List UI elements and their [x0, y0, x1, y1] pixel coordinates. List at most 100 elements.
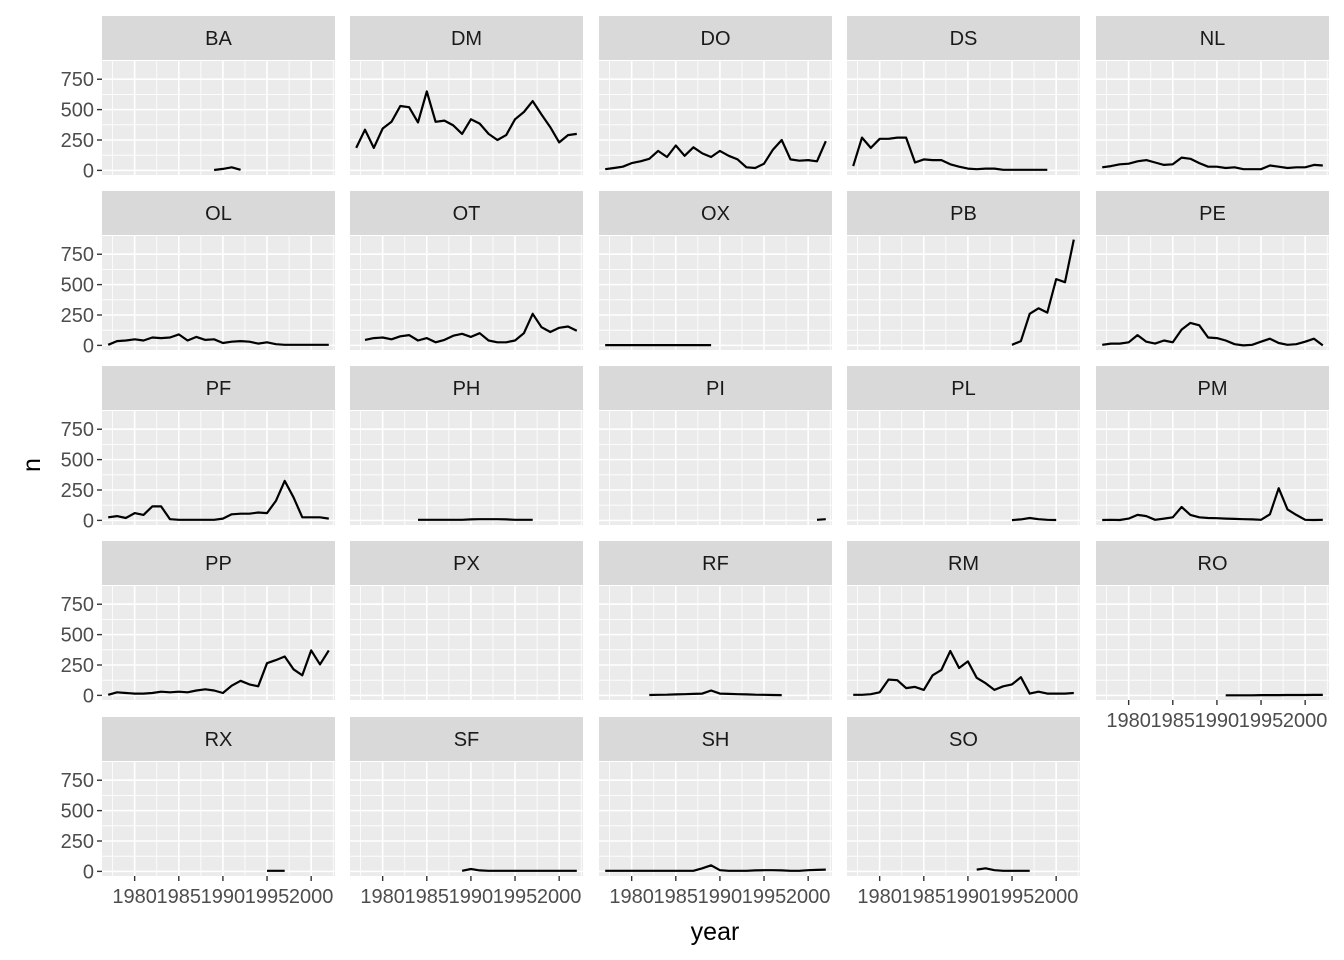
facet-panel-background — [102, 762, 335, 876]
facet-panel-background — [1096, 586, 1329, 700]
facet-sf: SF 1980 1985 1990 1995 2000 — [350, 717, 583, 908]
y-tick-label: 250 — [61, 130, 94, 152]
facet-panel-background — [847, 236, 1080, 350]
facet-strip-label: PL — [951, 378, 975, 400]
facet-panel-background — [847, 762, 1080, 876]
facet-strip-label: DS — [950, 28, 978, 50]
facet-pm: PM — [1096, 366, 1329, 525]
facet-strip — [599, 717, 832, 761]
facet-strip-label: PX — [453, 553, 480, 575]
facet-rm: RM — [847, 541, 1080, 700]
facet-strip — [350, 717, 583, 761]
series-line-rm — [853, 649, 1074, 696]
facet-strip — [102, 366, 335, 410]
facet-strip-label: SF — [454, 729, 480, 751]
series-line-pb — [1011, 239, 1075, 346]
facet-strip — [350, 191, 583, 235]
series-line-ds — [852, 136, 1048, 171]
y-tick-label: 250 — [61, 305, 94, 327]
facet-strip-label: PH — [453, 378, 481, 400]
facet-panel-background — [847, 411, 1080, 525]
y-tick-label: 500 — [61, 450, 94, 472]
facet-strip-label: OX — [701, 203, 730, 225]
facet-ba: BA 0 250 500 750 — [61, 16, 335, 182]
facet-rf: RF — [599, 541, 832, 700]
facet-panel-background — [1096, 61, 1329, 175]
x-axis-title: year — [691, 918, 740, 946]
facet-strip — [350, 16, 583, 60]
x-tick-label: 1995 — [990, 886, 1035, 908]
facet-nl: NL — [1096, 16, 1329, 175]
series-line-pf — [108, 479, 329, 521]
x-tick-label: 1985 — [405, 886, 450, 908]
x-tick-label: 2000 — [1034, 886, 1079, 908]
facet-strip — [1096, 191, 1329, 235]
x-tick-label: 2000 — [786, 886, 831, 908]
x-tick-label: 1980 — [1106, 710, 1151, 732]
x-tick-label: 1985 — [157, 886, 202, 908]
facet-panel-background — [1096, 411, 1329, 525]
facet-strip — [599, 541, 832, 585]
facet-strip — [1096, 366, 1329, 410]
y-axis-title: n — [18, 458, 46, 472]
facet-strip — [102, 717, 335, 761]
facet-ph: PH — [350, 366, 583, 525]
facet-strip — [1096, 541, 1329, 585]
facet-pl: PL — [847, 366, 1080, 525]
y-tick-label: 500 — [61, 625, 94, 647]
facet-panel-background — [599, 586, 832, 700]
facet-pe: PE — [1096, 191, 1329, 350]
facet-strip-label: OT — [453, 203, 481, 225]
facet-ds: DS — [847, 16, 1080, 175]
facet-strip-label: RF — [702, 553, 729, 575]
facet-do: DO — [599, 16, 832, 175]
series-line-pm — [1102, 487, 1323, 522]
series-line-ol — [107, 333, 329, 346]
facet-strip-label: RM — [948, 553, 979, 575]
series-line-ot — [364, 312, 578, 344]
x-tick-label: 1995 — [245, 886, 290, 908]
series-line-pp — [107, 649, 330, 696]
facet-strip-label: RO — [1198, 553, 1228, 575]
facet-panel-background — [102, 586, 335, 700]
facet-ro: RO 1980 1985 1990 1995 2000 — [1096, 541, 1329, 732]
facet-dm: DM — [350, 16, 583, 175]
x-tick-label: 1990 — [946, 886, 991, 908]
facet-strip — [102, 541, 335, 585]
facet-panel-background — [599, 61, 832, 175]
y-tick-label: 250 — [61, 831, 94, 853]
facet-panel-background — [102, 236, 335, 350]
x-tick-label: 1990 — [201, 886, 246, 908]
facet-strip — [599, 16, 832, 60]
facet-strip-label: DM — [451, 28, 482, 50]
series-line-nl — [1102, 156, 1323, 171]
x-tick-label: 1980 — [360, 886, 405, 908]
facet-strip — [599, 191, 832, 235]
series-line-pl — [1011, 516, 1057, 522]
facet-sh: SH 1980 1985 1990 1995 2000 — [599, 717, 832, 908]
series-line-rf — [649, 689, 782, 697]
facet-ot: OT — [350, 191, 583, 350]
facet-strip — [599, 366, 832, 410]
x-tick-label: 1990 — [449, 886, 494, 908]
facet-panel-background — [847, 61, 1080, 175]
y-tick-label: 0 — [83, 160, 94, 182]
facet-pp: PP 0 250 500 750 — [61, 541, 335, 707]
facet-panel-background — [599, 411, 832, 525]
y-tick-label: 750 — [61, 594, 94, 616]
facet-strip-label: NL — [1200, 28, 1226, 50]
facet-panel-background — [350, 411, 583, 525]
facet-px: PX — [350, 541, 583, 700]
facet-panels: BA 0 250 500 750 DM DO DS NL OL 0 250 500 750 OT OX PB PE… — [61, 16, 1329, 908]
facet-strip-label: PI — [706, 378, 725, 400]
y-tick-label: 500 — [61, 100, 94, 122]
facet-strip-label: PM — [1198, 378, 1228, 400]
facet-strip-label: DO — [701, 28, 731, 50]
x-tick-label: 1995 — [493, 886, 538, 908]
x-tick-label: 1990 — [698, 886, 743, 908]
series-line-pi — [816, 518, 826, 521]
facet-pb: PB — [847, 191, 1080, 350]
facet-strip — [847, 717, 1080, 761]
x-tick-label: 2000 — [1283, 710, 1328, 732]
